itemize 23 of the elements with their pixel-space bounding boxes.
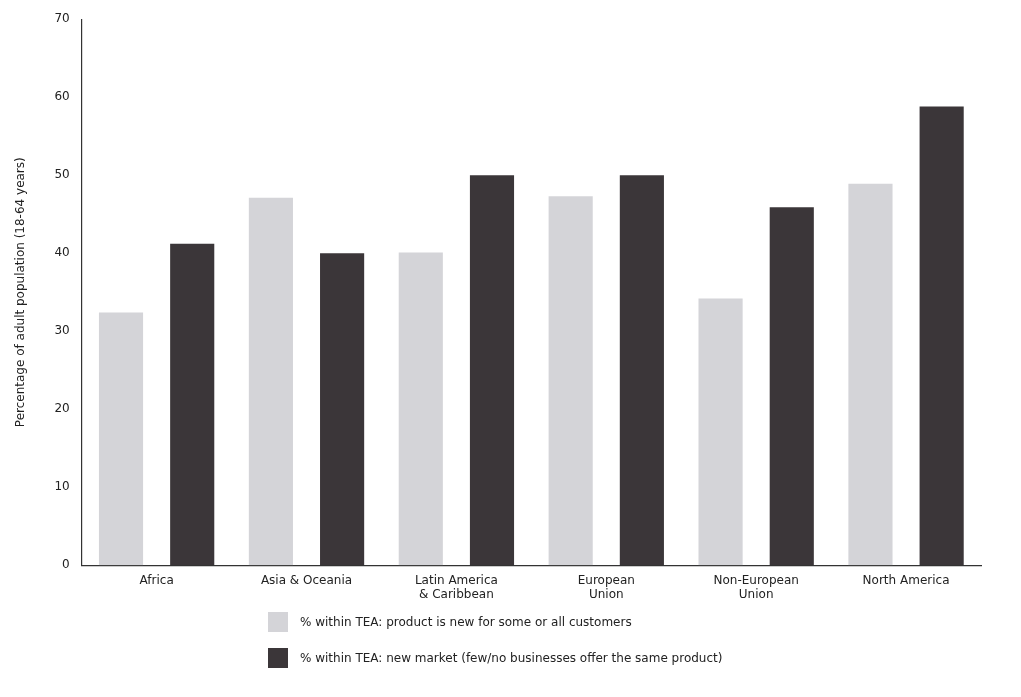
bar bbox=[248, 197, 293, 566]
y-tick-label: 50 bbox=[54, 167, 70, 182]
y-tick-label: 10 bbox=[54, 479, 70, 494]
y-tick-label: 70 bbox=[54, 11, 70, 26]
y-tick-label: 60 bbox=[54, 89, 70, 104]
legend-label: % within TEA: new market (few/no businesses offer the same product) bbox=[300, 651, 723, 665]
x-tick-label: Asia & Oceania bbox=[260, 572, 353, 587]
bar bbox=[98, 312, 144, 566]
y-axis-title: Percentage of adult population (18-64 years) bbox=[13, 157, 28, 428]
x-tick-label: Latin America & Caribbean bbox=[414, 572, 498, 601]
y-tick-label: 40 bbox=[54, 245, 70, 260]
x-tick-label: Non-European Union bbox=[713, 572, 799, 601]
x-tick-label: European Union bbox=[577, 572, 635, 601]
bar bbox=[848, 183, 893, 566]
bar bbox=[548, 196, 593, 566]
legend-label: % within TEA: product is new for some or all customers bbox=[300, 615, 632, 629]
x-tick-label: North America bbox=[862, 572, 950, 587]
x-tick-label: Africa bbox=[139, 572, 174, 587]
y-tick-label: 0 bbox=[62, 557, 70, 572]
bar bbox=[398, 252, 443, 566]
y-tick-label: 30 bbox=[54, 323, 70, 338]
y-tick-label: 20 bbox=[54, 401, 70, 416]
bar bbox=[698, 298, 743, 566]
